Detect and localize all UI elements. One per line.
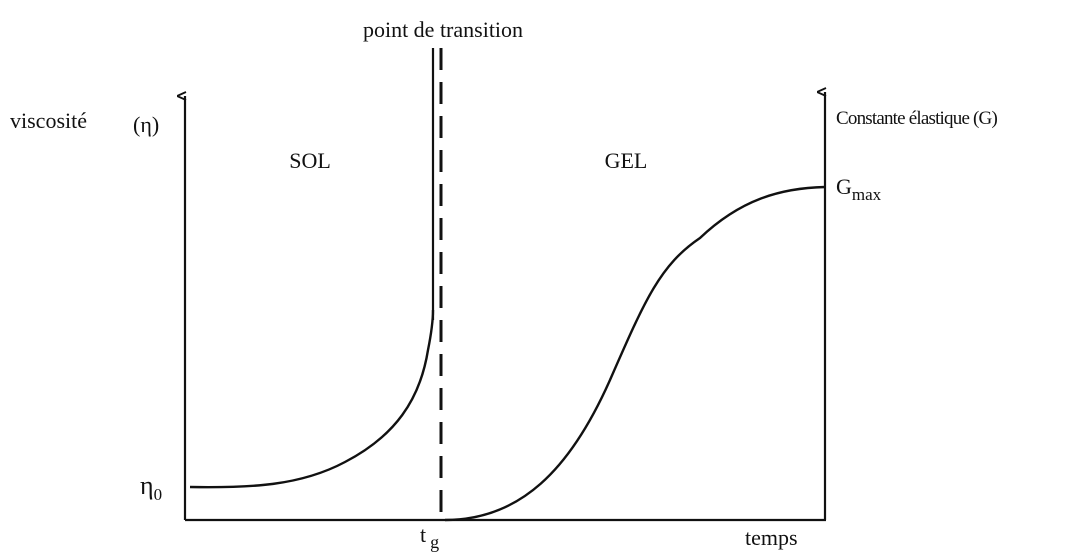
y-left-label: viscosité [10, 108, 87, 133]
t-g-sub: g [430, 532, 439, 552]
g-max-sub: max [852, 185, 882, 204]
x-axis-label: temps [745, 525, 798, 550]
t-g-base: t [420, 522, 426, 547]
eta-0-label: η0 [140, 471, 162, 504]
eta-0-sub: 0 [154, 485, 163, 504]
eta-0-base: η [140, 471, 154, 500]
viscosity-curve [189, 309, 435, 489]
sol-label: SOL [289, 148, 331, 173]
g-max-label: Gmax [836, 174, 882, 204]
elastic-curve [444, 185, 826, 522]
gel-label: GEL [605, 148, 648, 173]
g-max-base: G [836, 174, 852, 199]
y-left-symbol: (η) [133, 112, 159, 137]
y-right-label: Constante élastique (G) [836, 108, 997, 129]
transition-label: point de transition [363, 17, 523, 42]
